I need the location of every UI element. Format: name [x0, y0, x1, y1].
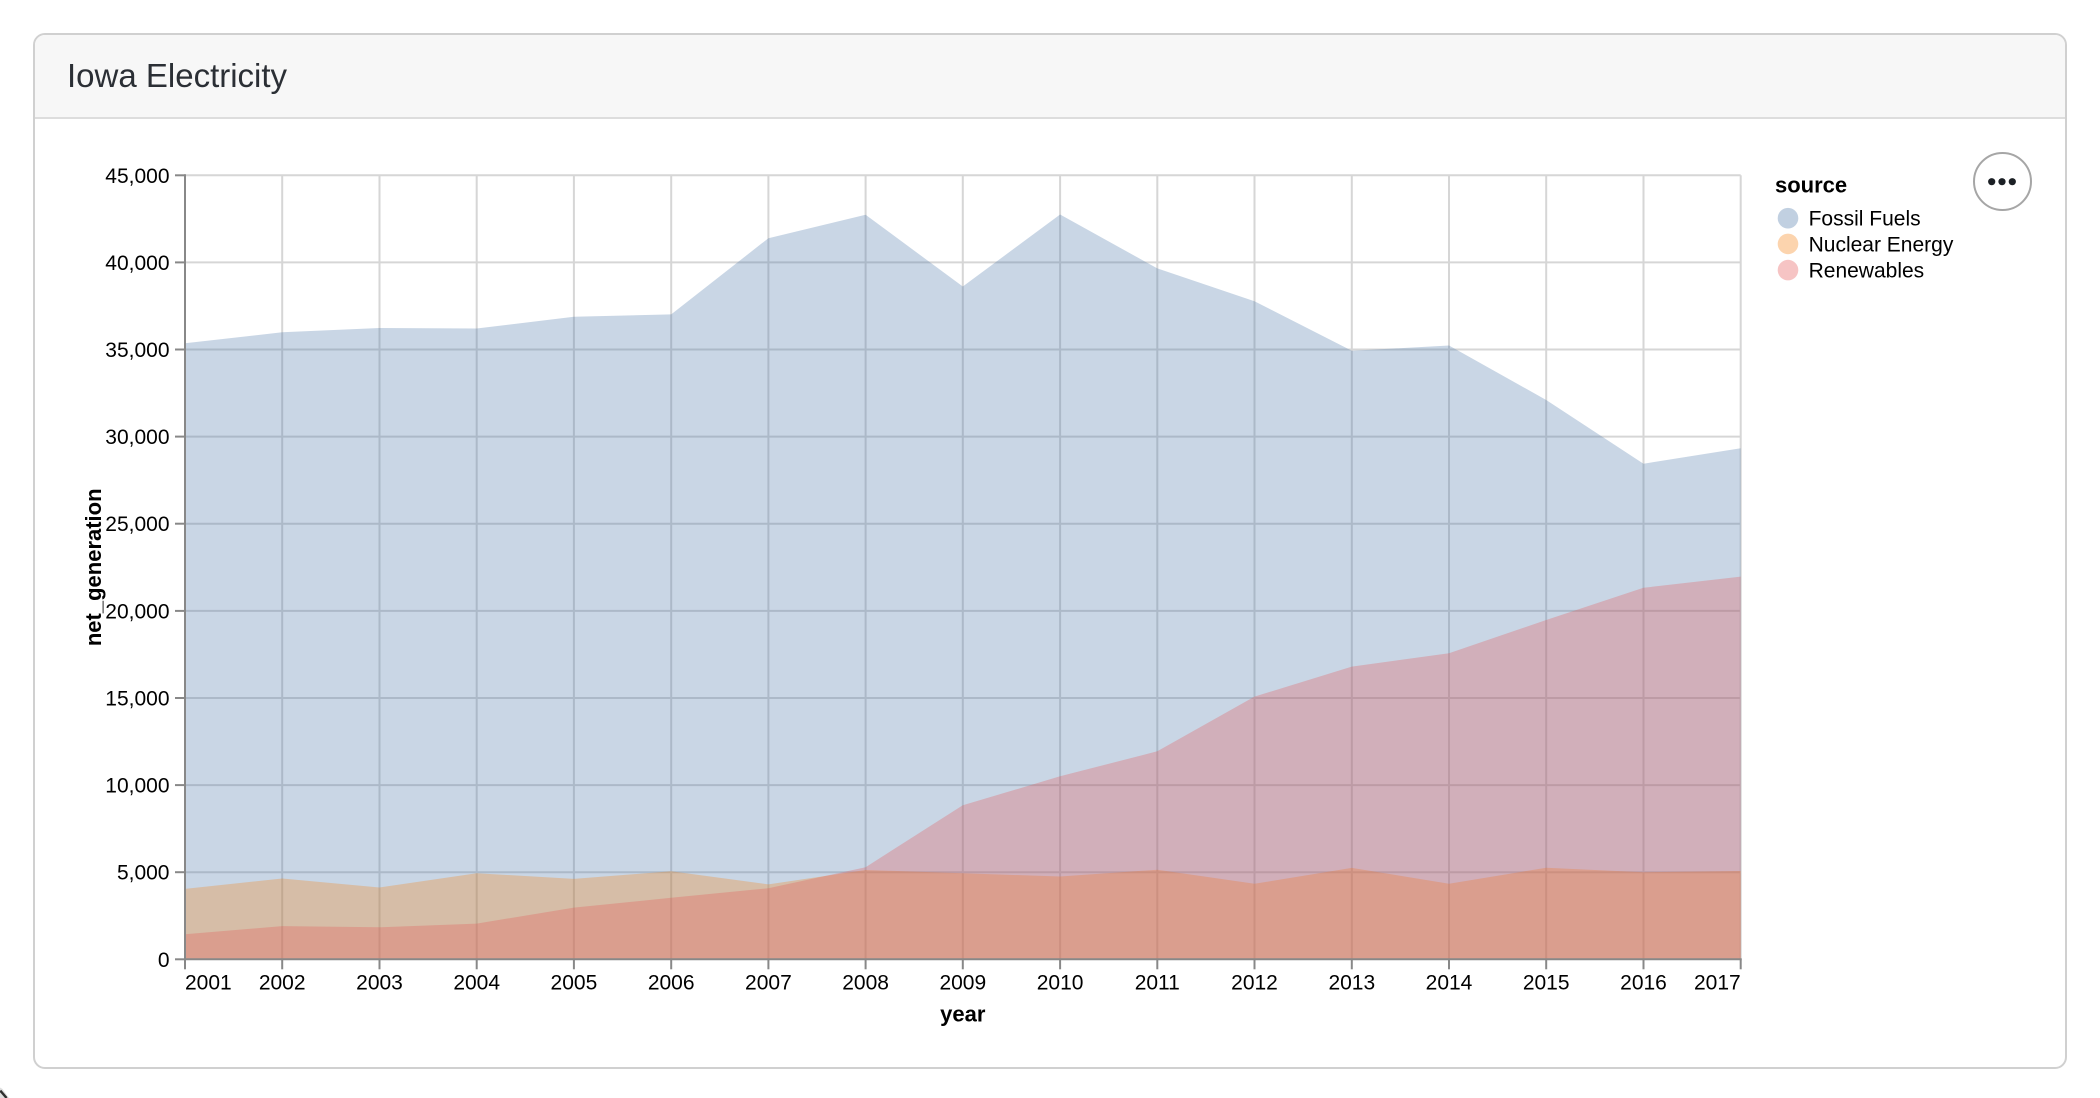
svg-text:5,000: 5,000	[117, 862, 170, 885]
svg-text:30,000: 30,000	[105, 426, 169, 449]
svg-text:2008: 2008	[842, 972, 889, 995]
svg-text:2012: 2012	[1231, 972, 1278, 995]
svg-text:15,000: 15,000	[105, 688, 169, 711]
svg-text:2011: 2011	[1135, 972, 1180, 995]
svg-text:Renewables: Renewables	[1809, 260, 1925, 283]
svg-text:year: year	[940, 1001, 986, 1026]
svg-text:2001: 2001	[185, 972, 232, 995]
svg-text:Fossil Fuels: Fossil Fuels	[1809, 208, 1921, 231]
svg-text:2007: 2007	[745, 972, 792, 995]
svg-text:net_generation: net_generation	[81, 488, 106, 646]
svg-text:2016: 2016	[1620, 972, 1667, 995]
svg-text:10,000: 10,000	[105, 775, 169, 798]
svg-text:2006: 2006	[648, 972, 695, 995]
svg-text:2013: 2013	[1328, 972, 1375, 995]
svg-text:20,000: 20,000	[105, 600, 169, 623]
svg-text:2017: 2017	[1694, 972, 1741, 995]
svg-text:2015: 2015	[1523, 972, 1570, 995]
svg-text:35,000: 35,000	[105, 339, 169, 362]
svg-text:25,000: 25,000	[105, 513, 169, 536]
svg-text:2005: 2005	[551, 972, 598, 995]
svg-text:2004: 2004	[453, 972, 500, 995]
svg-text:2009: 2009	[939, 972, 986, 995]
svg-text:2010: 2010	[1037, 972, 1084, 995]
svg-text:0: 0	[158, 949, 170, 972]
svg-text:45,000: 45,000	[105, 165, 169, 188]
svg-text:2014: 2014	[1426, 972, 1473, 995]
svg-text:source: source	[1775, 173, 1847, 198]
svg-text:2002: 2002	[259, 972, 306, 995]
svg-text:40,000: 40,000	[105, 252, 169, 275]
svg-text:2003: 2003	[356, 972, 403, 995]
svg-text:Nuclear Energy: Nuclear Energy	[1809, 234, 1954, 257]
